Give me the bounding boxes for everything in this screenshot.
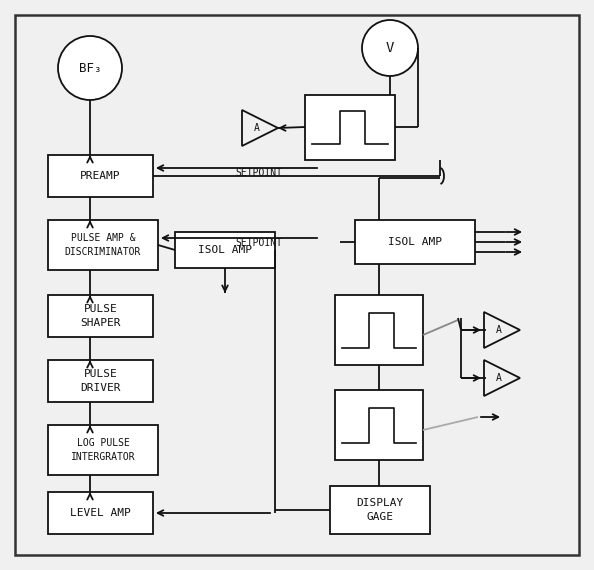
Text: PULSE
DRIVER: PULSE DRIVER: [80, 369, 121, 393]
Bar: [355, 220, 475, 264]
Bar: [175, 232, 275, 268]
Bar: [48, 360, 153, 402]
Text: PULSE
SHAPER: PULSE SHAPER: [80, 304, 121, 328]
Text: ISOL AMP: ISOL AMP: [198, 245, 252, 255]
Text: PREAMP: PREAMP: [80, 171, 121, 181]
Bar: [330, 486, 430, 534]
Bar: [305, 95, 395, 160]
Text: ISOL AMP: ISOL AMP: [388, 237, 442, 247]
Circle shape: [58, 36, 122, 100]
Bar: [48, 220, 158, 270]
Bar: [335, 295, 423, 365]
Bar: [48, 425, 158, 475]
Bar: [48, 155, 153, 197]
Bar: [335, 390, 423, 460]
Circle shape: [362, 20, 418, 76]
Text: PULSE AMP &
DISCRIMINATOR: PULSE AMP & DISCRIMINATOR: [65, 233, 141, 257]
Text: A: A: [495, 325, 501, 335]
Text: DISPLAY
GAGE: DISPLAY GAGE: [356, 498, 404, 522]
Text: A: A: [495, 373, 501, 383]
Bar: [48, 295, 153, 337]
Text: A: A: [254, 123, 260, 133]
Text: BF₃: BF₃: [79, 62, 101, 75]
Text: SETPOINT: SETPOINT: [235, 168, 282, 178]
Bar: [48, 492, 153, 534]
Text: LOG PULSE
INTERGRATOR: LOG PULSE INTERGRATOR: [71, 438, 135, 462]
Text: SETPOINT: SETPOINT: [235, 238, 282, 248]
Text: LEVEL AMP: LEVEL AMP: [70, 508, 131, 518]
Text: V: V: [386, 41, 394, 55]
